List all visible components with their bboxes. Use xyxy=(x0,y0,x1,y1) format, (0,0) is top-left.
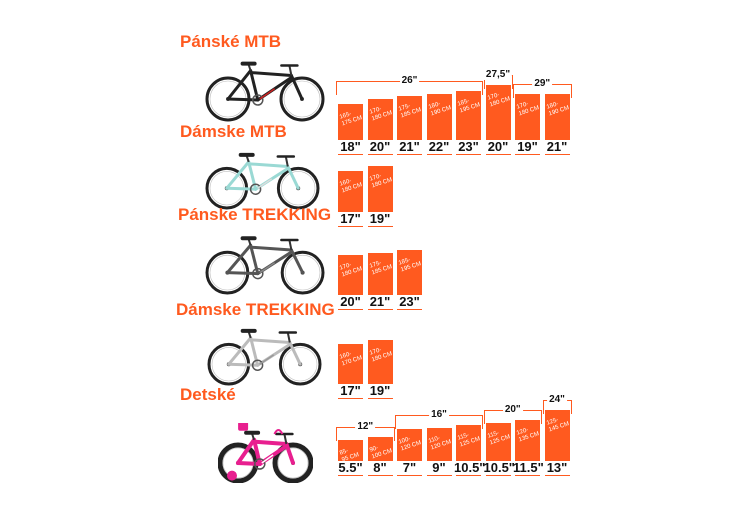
frame-size-label: 23" xyxy=(454,140,483,155)
section-title: Detské xyxy=(180,385,236,404)
size-bar: 160- 180 CM xyxy=(338,171,363,212)
size-bar: 170- 180 CM xyxy=(485,84,513,140)
height-range-label: 170- 180 CM xyxy=(369,170,395,190)
wheel-size-label: 27,5" xyxy=(483,68,513,80)
wheel-size-label: 26" xyxy=(399,75,420,87)
size-bar: 175- 185 CM xyxy=(397,96,422,140)
height-range-label: 180- 190 CM xyxy=(546,98,572,118)
size-bar: 110- 120 CM xyxy=(426,428,454,461)
height-range-label: 160- 170 CM xyxy=(339,348,365,368)
frame-size-label: 11.5" xyxy=(513,460,544,476)
frame-size-label: 17" xyxy=(336,384,365,399)
frame-size-label: 19" xyxy=(366,212,395,227)
frame-size-label: 13" xyxy=(543,461,572,476)
size-bar: 90- 100 CM xyxy=(367,437,395,461)
size-bar: 125- 145 CM xyxy=(544,409,572,461)
size-bar: 165- 175 CM xyxy=(338,103,363,140)
height-range-label: 120- 135 CM xyxy=(516,424,542,444)
bike-icon xyxy=(205,236,325,295)
frame-size-label: 17" xyxy=(336,212,365,227)
size-bar: 175- 185 CM xyxy=(367,252,395,295)
section-title: Pánské MTB xyxy=(180,32,282,51)
frame-size-label: 22" xyxy=(425,140,454,155)
height-range-label: 115- 125 CM xyxy=(487,427,513,447)
bike-section: Dámske TREKKING 160- 170 CM 17" 170- 180 CM 19… xyxy=(0,300,738,400)
height-range-label: 110- 120 CM xyxy=(428,432,454,452)
size-bars: 165- 175 CM 18" 170- 180 CM 20" 175- 185 CM 21" 1… xyxy=(336,68,574,155)
height-range-label: 170- 180 CM xyxy=(339,259,365,279)
section-title: Pánske TREKKING xyxy=(178,205,332,224)
size-bar: 185- 195 CM xyxy=(397,250,422,295)
size-bar: 180- 190 CM xyxy=(544,93,572,140)
size-bar: 160- 170 CM xyxy=(338,344,363,384)
frame-size-label: 10.5" xyxy=(483,460,515,476)
size-bar: 170- 180 CM xyxy=(367,99,395,140)
height-range-label: 175- 185 CM xyxy=(369,257,395,277)
bike-section: Dámske MTB 160- 180 CM 17" 170- 180 CM 19" xyxy=(0,122,738,227)
size-bar: 180- 190 CM xyxy=(426,93,454,140)
wheel-size-label: 29" xyxy=(532,77,553,89)
size-bar: 85- 95 CM xyxy=(338,439,363,463)
bike-section: Pánské MTB 165- 175 CM 18" 170- 180 CM 20" 175-… xyxy=(0,32,738,155)
size-bar: 115- 125 CM xyxy=(485,422,513,461)
frame-size-label: 8" xyxy=(366,461,395,476)
height-range-label: 185- 195 CM xyxy=(398,254,424,274)
frame-size-label: 20" xyxy=(484,140,513,155)
wheel-size-label: 24" xyxy=(547,393,567,405)
bike-icon xyxy=(218,423,313,483)
frame-size-label: 19" xyxy=(366,384,395,399)
wheel-size-label: 20" xyxy=(502,404,523,416)
section-title: Dámske MTB xyxy=(180,122,287,141)
frame-size-label: 9" xyxy=(425,461,454,476)
frame-size-label: 20" xyxy=(366,140,395,155)
height-range-label: 100- 120 CM xyxy=(398,433,424,453)
size-bars: 160- 170 CM 17" 170- 180 CM 19" xyxy=(336,318,397,399)
height-range-label: 170- 180 CM xyxy=(369,344,395,364)
height-range-label: 160- 180 CM xyxy=(339,175,365,195)
size-bar: 115- 125 CM xyxy=(456,425,481,461)
bike-icon xyxy=(207,328,322,386)
bike-icon xyxy=(205,152,320,210)
frame-size-label: 20" xyxy=(336,295,365,310)
height-range-label: 125- 145 CM xyxy=(546,413,572,433)
frame-size-label: 7" xyxy=(395,461,424,476)
size-bar: 120- 135 CM xyxy=(515,420,540,461)
size-bar: 185- 195 CM xyxy=(456,91,481,140)
bike-icon xyxy=(205,61,325,122)
frame-size-label: 18" xyxy=(336,140,365,155)
bike-section: Pánske TREKKING 170- 180 CM 20" 175- 185 CM 21… xyxy=(0,205,738,310)
frame-size-label: 10.5" xyxy=(454,460,486,476)
frame-size-label: 5.5" xyxy=(336,461,365,476)
frame-size-label: 23" xyxy=(395,295,424,310)
frame-size-label: 21" xyxy=(543,140,572,155)
size-bars: 170- 180 CM 20" 175- 185 CM 21" 185- 195 CM 23" xyxy=(336,229,427,310)
height-range-label: 115- 125 CM xyxy=(457,429,483,449)
height-range-label: 170- 180 CM xyxy=(487,88,513,108)
height-range-label: 175- 185 CM xyxy=(398,100,424,120)
height-range-label: 170- 180 CM xyxy=(516,98,542,118)
size-bar: 100- 120 CM xyxy=(397,429,422,461)
height-range-label: 180- 190 CM xyxy=(428,98,454,118)
size-bar: 170- 180 CM xyxy=(367,165,395,212)
frame-size-label: 21" xyxy=(395,140,424,155)
wheel-size-label: 12" xyxy=(355,421,376,433)
height-range-label: 170- 180 CM xyxy=(369,103,395,123)
section-title: Dámske TREKKING xyxy=(176,300,335,319)
height-range-label: 90- 100 CM xyxy=(369,441,395,461)
size-bar: 170- 180 CM xyxy=(338,255,363,295)
size-bars: 160- 180 CM 17" 170- 180 CM 19" xyxy=(336,146,397,227)
wheel-size-label: 16" xyxy=(429,409,449,421)
size-bar: 170- 180 CM xyxy=(515,93,542,140)
size-bars: 85- 95 CM 5.5" 90- 100 CM 8" 100- 120 CM 7" 110- 1… xyxy=(336,393,574,476)
size-bar: 170- 180 CM xyxy=(367,340,395,384)
frame-size-label: 19" xyxy=(513,140,542,155)
frame-size-label: 21" xyxy=(366,295,395,310)
height-range-label: 185- 195 CM xyxy=(457,95,483,115)
bike-section: Detské 85- 95 CM 5.5" 90- 100 CM 8" 100- 120 CM 7… xyxy=(0,385,738,485)
